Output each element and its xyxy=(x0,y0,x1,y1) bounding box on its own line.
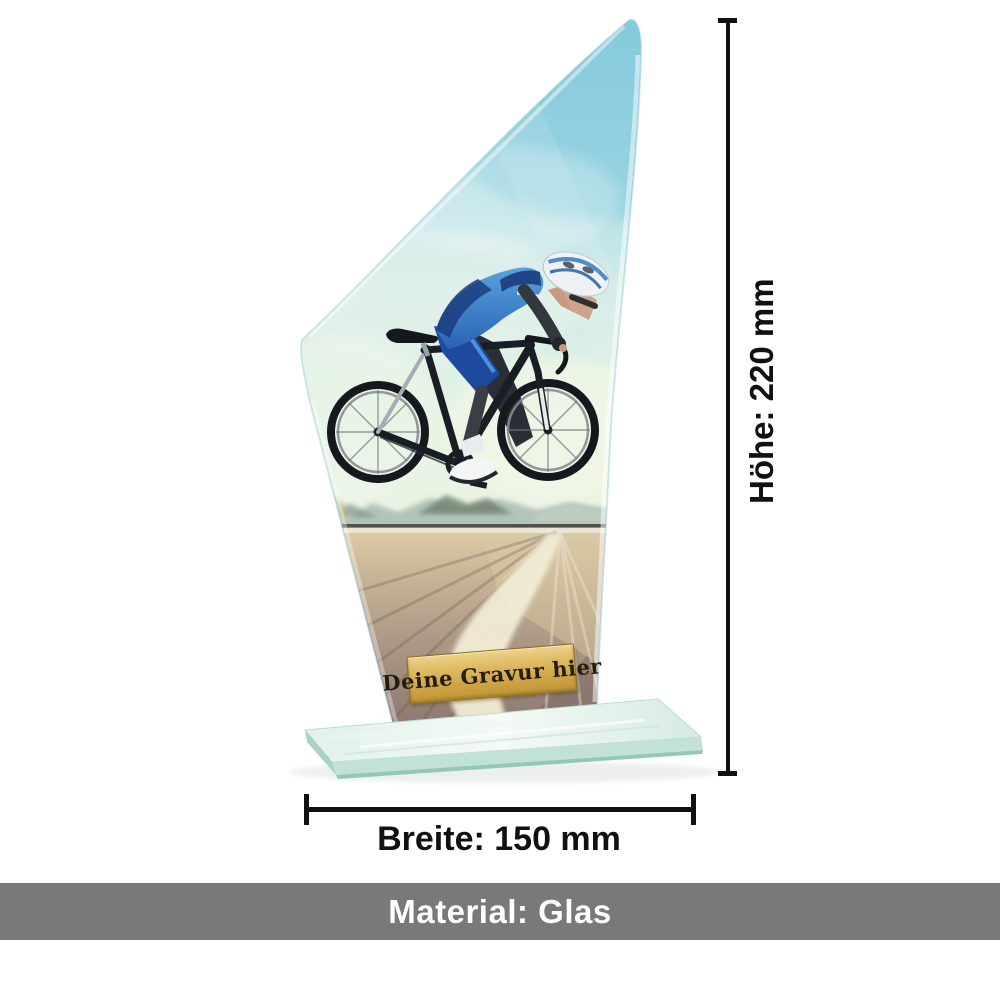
engraving-plate-text: Deine Gravur hier xyxy=(381,652,603,696)
width-dimension-cap-left xyxy=(304,794,309,825)
height-dimension-line xyxy=(726,20,730,776)
glass-base xyxy=(303,698,703,779)
height-dimension-cap-top xyxy=(718,18,737,23)
helmet xyxy=(542,251,610,297)
glass-edges xyxy=(308,24,641,723)
cyclist xyxy=(327,251,610,489)
height-label: Höhe: 220 mm xyxy=(743,278,780,504)
trophy-body xyxy=(300,19,641,729)
guardrail xyxy=(300,524,612,533)
road xyxy=(300,530,620,729)
material-banner-text: Material: Glas xyxy=(388,892,612,930)
height-dimension-cap-bottom xyxy=(718,771,737,776)
width-dimension-cap-right xyxy=(691,794,696,825)
width-dimension-line xyxy=(306,807,694,812)
material-banner: Material: Glas xyxy=(0,883,1000,940)
width-label: Breite: 150 mm xyxy=(377,820,621,858)
trophy-outline xyxy=(299,18,643,730)
